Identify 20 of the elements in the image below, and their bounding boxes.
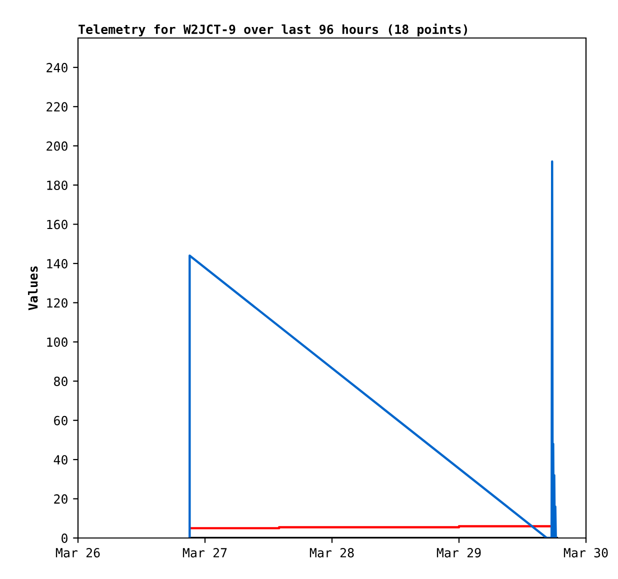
x-tick-label: Mar 30: [564, 548, 608, 558]
y-tick-label: 220: [46, 102, 68, 112]
y-tick-label: 160: [47, 220, 68, 230]
y-tick-label: 20: [54, 494, 68, 504]
y-tick-label: 240: [46, 62, 68, 72]
x-tick-label: Mar 28: [310, 548, 354, 558]
y-tick-label: 100: [47, 337, 68, 347]
y-tick-label: 200: [46, 141, 68, 151]
y-tick-label: 80: [54, 376, 68, 386]
x-tick-label: Mar 27: [182, 548, 227, 558]
y-tick-label: 120: [47, 298, 68, 308]
y-tick-label: 60: [54, 416, 68, 426]
x-tick-label: Mar 29: [436, 548, 481, 558]
y-tick-label: 40: [54, 455, 68, 465]
y-axis-title: Values: [28, 266, 38, 310]
chart-title: Telemetry for W2JCT-9 over last 96 hours (18 points): [78, 24, 467, 36]
y-tick-label: 140: [47, 258, 68, 268]
y-tick-label: 180: [47, 180, 68, 190]
x-tick-label: Mar 26: [56, 548, 100, 558]
y-tick-label: 0: [62, 534, 68, 543]
